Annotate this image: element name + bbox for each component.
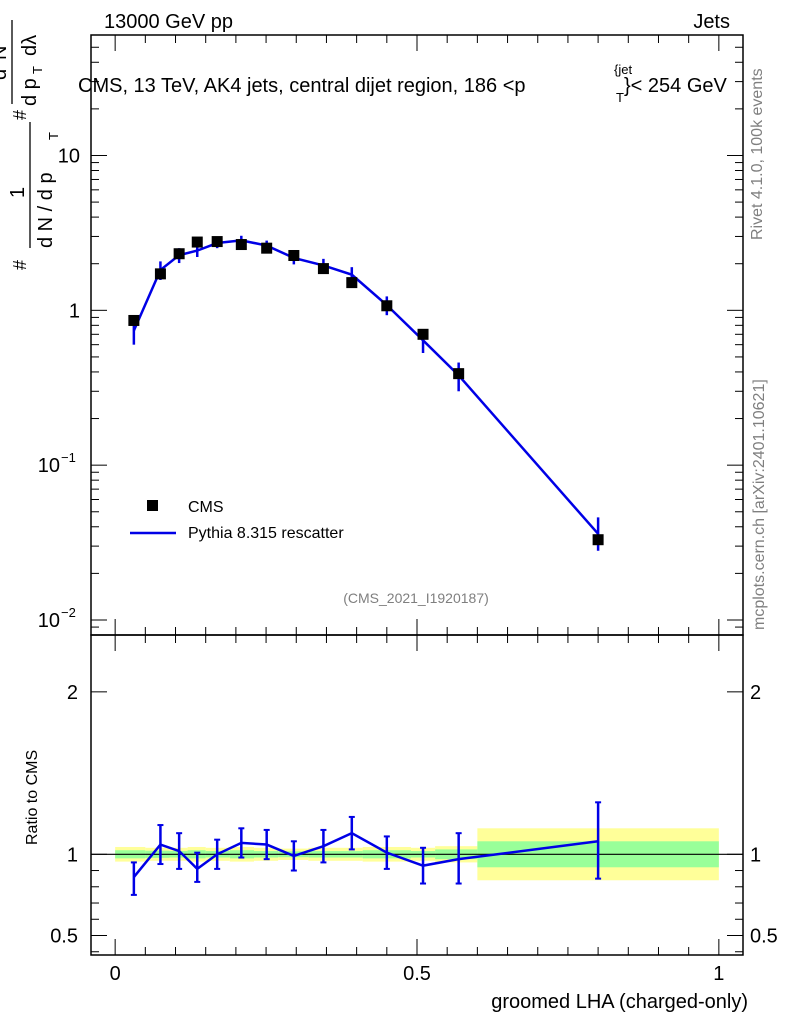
plot-title: CMS, 13 TeV, AK4 jets, central dijet reg… [78,62,728,105]
ratio-y-tick-label-left: 2 [67,682,78,704]
data-series [128,236,604,546]
plot-title-end: }< 254 GeV [624,75,728,97]
x-tick-label: 0 [110,963,121,985]
data-point [154,268,166,280]
mcplots-label: mcplots.cern.ch [arXiv:2401.10621] [751,379,768,630]
data-point [128,314,140,326]
header-left: 13000 GeV pp [104,11,233,33]
ylabel-dlambda: dλ [19,35,41,56]
data-point [261,242,273,254]
plot-title-sup: {jet [614,62,632,77]
rivet-label: Rivet 4.1.0, 100k events [749,68,766,240]
ylabel-dpt-sub: T [30,66,45,74]
mc-line [132,239,600,535]
y-tick-label-exp: −2 [61,605,76,620]
data-point [211,236,223,248]
plot-title-sub: T [616,90,624,105]
x-axis-label: groomed LHA (charged-only) [491,991,748,1013]
ylabel-dndpt-sub: T [46,132,61,140]
x-tick-label: 1 [713,963,724,985]
ratio-series [130,801,602,896]
legend-label-cms: CMS [188,499,224,516]
ylabel-hash-2: # [10,110,30,120]
ylabel-hash-1: # [10,260,30,270]
ylabel-dndpt: d N / d p [35,172,57,248]
ratio-mc-line [132,831,599,878]
ratio-y-tick-label-right: 1 [750,844,761,866]
main-ylabel: # 1 d N / d p T # d 2 N d p T dλ [0,20,61,270]
ratio-ylabel: Ratio to CMS [24,750,41,845]
ylabel-d2-sup: 2 [0,61,1,68]
legend-label-mc: Pythia 8.315 rescatter [188,525,344,542]
data-point [417,328,429,340]
ylabel-d2: d [0,69,11,80]
ratio-y-tick-label-right: 2 [750,682,761,704]
data-point [453,368,465,380]
ratio-frame [90,634,744,956]
ylabel-one: 1 [7,187,29,198]
ratio-ticks: 0.5 0.5 1 1 2 2 0 0.5 1 [50,635,778,985]
ratio-y-tick-label-right: 0.5 [750,926,778,948]
y-tick-label-exp: −1 [61,450,76,465]
ratio-uncertainty-bands [91,828,743,881]
ylabel-d2-n: N [0,46,11,60]
y-tick-label: 10 [58,145,80,167]
ratio-y-tick-label-left: 1 [67,844,78,866]
data-point [317,263,329,275]
y-tick-label: 1 [69,300,80,322]
y-tick-label: 10 [38,455,60,477]
ylabel-dpt: d p [19,78,41,106]
legend-marker-cms [147,500,158,511]
analysis-id: (CMS_2021_I1920187) [343,590,489,606]
y-tick-label: 10 [38,610,60,632]
header-right: Jets [693,11,730,33]
legend: CMS Pythia 8.315 rescatter [130,499,344,542]
data-point [381,300,393,312]
data-point [173,248,185,260]
plot-title-main: CMS, 13 TeV, AK4 jets, central dijet reg… [78,75,526,97]
ratio-y-tick-label-left: 0.5 [50,926,78,948]
x-tick-label: 0.5 [403,963,431,985]
ratio-panel: 0.5 0.5 1 1 2 2 0 0.5 1 Ratio to CMS groomed LHA… [24,634,778,1013]
data-point [592,534,604,546]
data-point [235,239,247,251]
data-point [346,277,358,289]
data-point [191,236,203,248]
data-point [288,249,300,261]
